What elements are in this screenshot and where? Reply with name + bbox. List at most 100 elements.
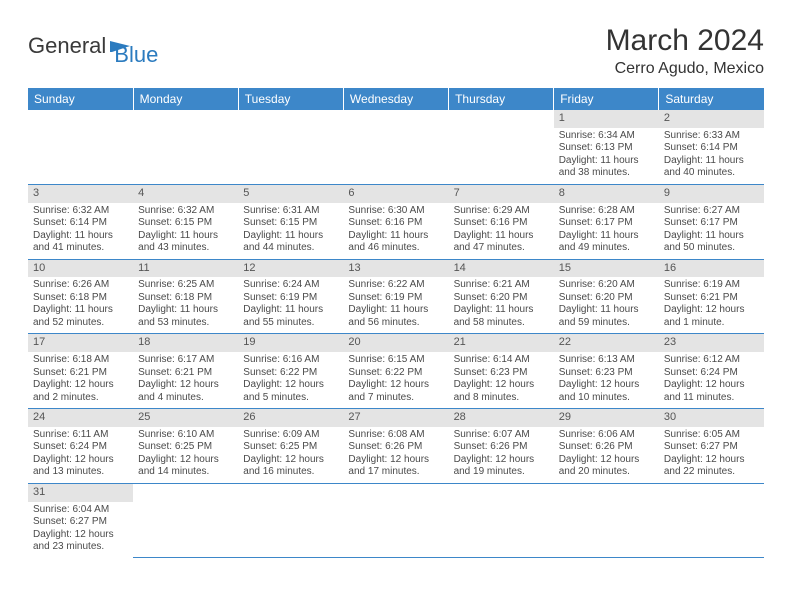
day-number: 18 <box>133 334 238 352</box>
day-number: 30 <box>659 409 764 427</box>
calendar-cell: 2Sunrise: 6:33 AMSunset: 6:14 PMDaylight… <box>659 110 764 184</box>
daylight-text: Daylight: 12 hours and 17 minutes. <box>348 454 443 479</box>
sunset-text: Sunset: 6:16 PM <box>454 217 549 230</box>
calendar-cell-empty <box>238 483 343 557</box>
sunset-text: Sunset: 6:26 PM <box>454 441 549 454</box>
sunset-text: Sunset: 6:18 PM <box>138 292 233 305</box>
sunrise-text: Sunrise: 6:27 AM <box>664 205 759 218</box>
calendar-cell: 18Sunrise: 6:17 AMSunset: 6:21 PMDayligh… <box>133 334 238 409</box>
sunset-text: Sunset: 6:24 PM <box>33 441 128 454</box>
daylight-text: Daylight: 11 hours and 59 minutes. <box>559 304 654 329</box>
calendar-cell: 6Sunrise: 6:30 AMSunset: 6:16 PMDaylight… <box>343 184 448 259</box>
calendar-cell-empty <box>238 110 343 184</box>
calendar-cell-empty <box>449 483 554 557</box>
sunrise-text: Sunrise: 6:13 AM <box>559 354 654 367</box>
calendar-cell: 1Sunrise: 6:34 AMSunset: 6:13 PMDaylight… <box>554 110 659 184</box>
daylight-text: Daylight: 12 hours and 7 minutes. <box>348 379 443 404</box>
daylight-text: Daylight: 11 hours and 40 minutes. <box>664 155 759 180</box>
sunrise-text: Sunrise: 6:20 AM <box>559 279 654 292</box>
weekday-header: Wednesday <box>343 88 448 110</box>
sunrise-text: Sunrise: 6:09 AM <box>243 429 338 442</box>
daylight-text: Daylight: 11 hours and 46 minutes. <box>348 230 443 255</box>
day-number: 15 <box>554 260 659 278</box>
daylight-text: Daylight: 12 hours and 10 minutes. <box>559 379 654 404</box>
calendar-cell: 5Sunrise: 6:31 AMSunset: 6:15 PMDaylight… <box>238 184 343 259</box>
weekday-header: Saturday <box>659 88 764 110</box>
sunrise-text: Sunrise: 6:04 AM <box>33 504 128 517</box>
day-number: 1 <box>554 110 659 128</box>
day-number: 29 <box>554 409 659 427</box>
daylight-text: Daylight: 12 hours and 2 minutes. <box>33 379 128 404</box>
daylight-text: Daylight: 11 hours and 52 minutes. <box>33 304 128 329</box>
calendar-cell: 20Sunrise: 6:15 AMSunset: 6:22 PMDayligh… <box>343 334 448 409</box>
day-number: 28 <box>449 409 554 427</box>
sunset-text: Sunset: 6:18 PM <box>33 292 128 305</box>
calendar-cell: 21Sunrise: 6:14 AMSunset: 6:23 PMDayligh… <box>449 334 554 409</box>
calendar-cell: 16Sunrise: 6:19 AMSunset: 6:21 PMDayligh… <box>659 259 764 334</box>
day-number: 8 <box>554 185 659 203</box>
sunset-text: Sunset: 6:16 PM <box>348 217 443 230</box>
sunset-text: Sunset: 6:24 PM <box>664 367 759 380</box>
sunset-text: Sunset: 6:22 PM <box>243 367 338 380</box>
daylight-text: Daylight: 11 hours and 53 minutes. <box>138 304 233 329</box>
day-number: 11 <box>133 260 238 278</box>
sunset-text: Sunset: 6:25 PM <box>243 441 338 454</box>
sunset-text: Sunset: 6:23 PM <box>454 367 549 380</box>
sunset-text: Sunset: 6:13 PM <box>559 142 654 155</box>
calendar-table: Sunday Monday Tuesday Wednesday Thursday… <box>28 88 764 558</box>
calendar-cell: 26Sunrise: 6:09 AMSunset: 6:25 PMDayligh… <box>238 409 343 484</box>
sunrise-text: Sunrise: 6:34 AM <box>559 130 654 143</box>
daylight-text: Daylight: 12 hours and 11 minutes. <box>664 379 759 404</box>
calendar-cell: 4Sunrise: 6:32 AMSunset: 6:15 PMDaylight… <box>133 184 238 259</box>
calendar-row: 17Sunrise: 6:18 AMSunset: 6:21 PMDayligh… <box>28 334 764 409</box>
sunrise-text: Sunrise: 6:16 AM <box>243 354 338 367</box>
sunrise-text: Sunrise: 6:15 AM <box>348 354 443 367</box>
day-number: 19 <box>238 334 343 352</box>
calendar-cell: 14Sunrise: 6:21 AMSunset: 6:20 PMDayligh… <box>449 259 554 334</box>
calendar-cell: 17Sunrise: 6:18 AMSunset: 6:21 PMDayligh… <box>28 334 133 409</box>
sunrise-text: Sunrise: 6:32 AM <box>138 205 233 218</box>
sunset-text: Sunset: 6:19 PM <box>243 292 338 305</box>
daylight-text: Daylight: 12 hours and 22 minutes. <box>664 454 759 479</box>
day-number: 31 <box>28 484 133 502</box>
sunrise-text: Sunrise: 6:19 AM <box>664 279 759 292</box>
daylight-text: Daylight: 11 hours and 58 minutes. <box>454 304 549 329</box>
calendar-row: 1 Sunrise: 6:34 AMSunset: 6:13 PM Daylight… <box>28 110 764 184</box>
sunset-text: Sunset: 6:15 PM <box>243 217 338 230</box>
sunrise-text: Sunrise: 6:11 AM <box>33 429 128 442</box>
day-number: 9 <box>659 185 764 203</box>
sunrise-text: Sunrise: 6:06 AM <box>559 429 654 442</box>
daylight-text: Daylight: 12 hours and 1 minute. <box>664 304 759 329</box>
calendar-cell: 13Sunrise: 6:22 AMSunset: 6:19 PMDayligh… <box>343 259 448 334</box>
day-number: 12 <box>238 260 343 278</box>
daylight-text: Daylight: 12 hours and 5 minutes. <box>243 379 338 404</box>
daylight-text: Daylight: 11 hours and 44 minutes. <box>243 230 338 255</box>
weekday-header: Tuesday <box>238 88 343 110</box>
calendar-cell: 30Sunrise: 6:05 AMSunset: 6:27 PMDayligh… <box>659 409 764 484</box>
brand-logo: General Blue <box>28 24 158 68</box>
calendar-cell: 3Sunrise: 6:32 AMSunset: 6:14 PMDaylight… <box>28 184 133 259</box>
day-number: 4 <box>133 185 238 203</box>
sunset-text: Sunset: 6:23 PM <box>559 367 654 380</box>
sunset-text: Sunset: 6:25 PM <box>138 441 233 454</box>
sunset-text: Sunset: 6:14 PM <box>33 217 128 230</box>
daylight-text: Daylight: 12 hours and 23 minutes. <box>33 529 128 554</box>
sunset-text: Sunset: 6:21 PM <box>138 367 233 380</box>
daylight-text: Daylight: 11 hours and 55 minutes. <box>243 304 338 329</box>
calendar-cell: 25Sunrise: 6:10 AMSunset: 6:25 PMDayligh… <box>133 409 238 484</box>
sunset-text: Sunset: 6:22 PM <box>348 367 443 380</box>
calendar-cell: 19 Sunrise: 6:16 AMSunset: 6:22 PMDayligh… <box>238 334 343 409</box>
calendar-cell: 10Sunrise: 6:26 AMSunset: 6:18 PMDayligh… <box>28 259 133 334</box>
calendar-cell-empty <box>343 110 448 184</box>
calendar-cell: 9Sunrise: 6:27 AMSunset: 6:17 PMDaylight… <box>659 184 764 259</box>
calendar-cell-empty <box>28 110 133 184</box>
month-title: March 2024 <box>606 24 764 58</box>
sunset-text: Sunset: 6:26 PM <box>559 441 654 454</box>
calendar-cell-empty <box>343 483 448 557</box>
day-number: 7 <box>449 185 554 203</box>
header-block: March 2024 Cerro Agudo, Mexico <box>606 24 764 78</box>
day-number: 22 <box>554 334 659 352</box>
calendar-cell: 22 Sunrise: 6:13 AMSunset: 6:23 PMDayligh… <box>554 334 659 409</box>
sunrise-text: Sunrise: 6:14 AM <box>454 354 549 367</box>
day-number: 2 <box>659 110 764 128</box>
